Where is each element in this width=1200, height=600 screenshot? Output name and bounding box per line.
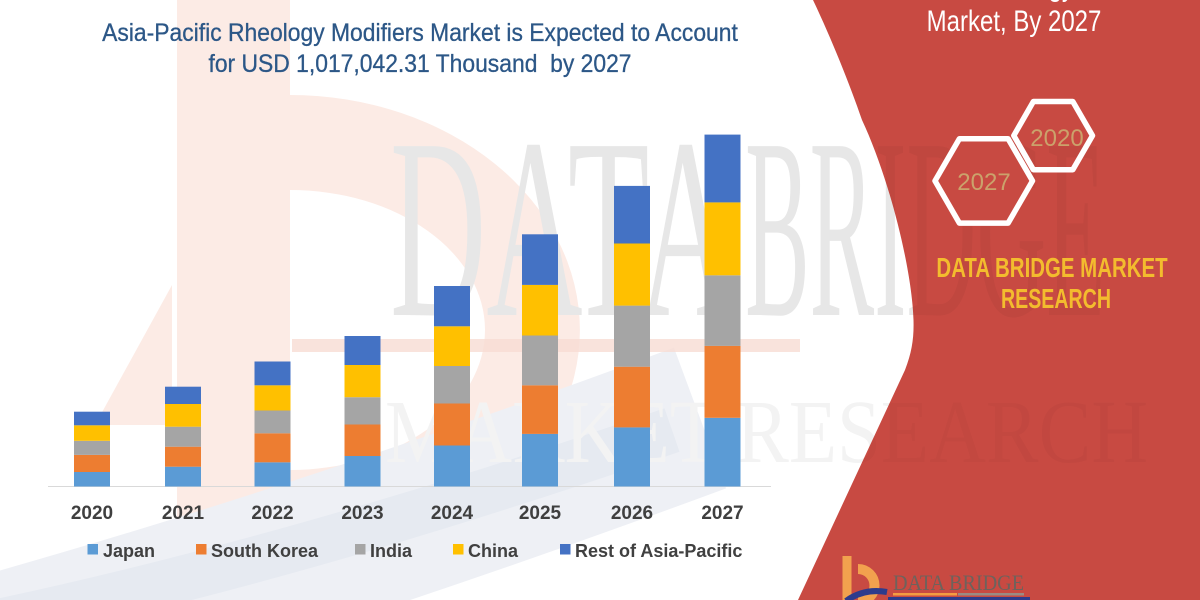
svg-text:2027: 2027 (957, 169, 1010, 196)
svg-text:China: China (468, 541, 519, 561)
svg-text:2024: 2024 (431, 503, 474, 524)
svg-text:2027: 2027 (701, 503, 743, 524)
svg-text:2023: 2023 (341, 503, 383, 524)
svg-text:2020: 2020 (71, 503, 113, 524)
svg-text:Japan: Japan (103, 541, 155, 561)
svg-text:2025: 2025 (519, 503, 562, 524)
svg-text:RESEARCH: RESEARCH (1001, 284, 1111, 315)
svg-text:DATA BRIDGE: DATA BRIDGE (893, 570, 1024, 595)
svg-text:2026: 2026 (611, 503, 653, 524)
svg-text:2022: 2022 (251, 503, 293, 524)
svg-text:South Korea: South Korea (211, 541, 319, 561)
svg-text:Rest of Asia-Pacific: Rest of Asia-Pacific (575, 541, 742, 561)
svg-text:2021: 2021 (162, 503, 205, 524)
svg-text:DATA BRIDGE MARKET: DATA BRIDGE MARKET (936, 253, 1167, 284)
svg-text:gy,: gy, (1048, 0, 1078, 3)
svg-text:Market, By 2027: Market, By 2027 (927, 3, 1102, 37)
svg-text:2020: 2020 (1030, 125, 1083, 152)
svg-text:India: India (370, 541, 413, 561)
